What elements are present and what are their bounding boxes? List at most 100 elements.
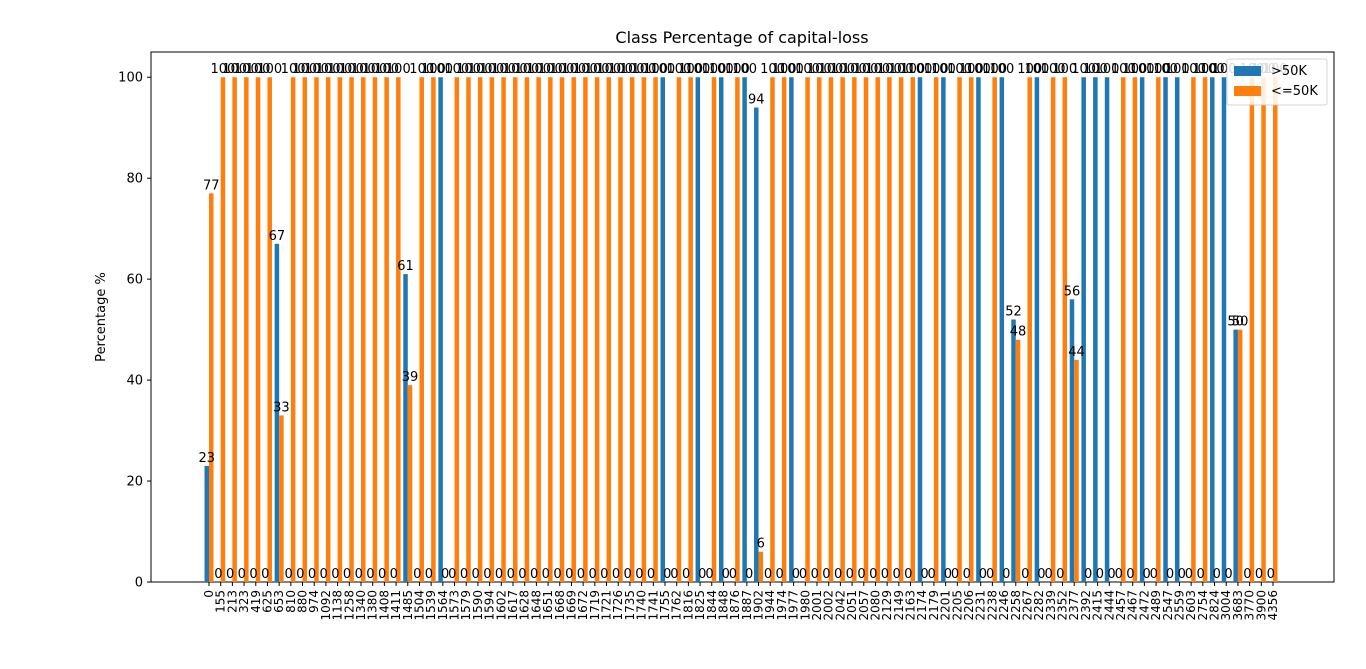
- x-tick-label: 1974: [775, 590, 789, 621]
- bar-le50k: [676, 77, 682, 582]
- bar-value-label: 0: [729, 567, 737, 582]
- x-tick-label: 2489: [1149, 590, 1163, 621]
- bar-value-label: 0: [1096, 567, 1104, 582]
- bar-value-label: 0: [822, 567, 830, 582]
- bar-value-label: 100: [316, 62, 341, 77]
- bar-value-label: 100: [650, 62, 675, 77]
- bar-value-label: 0: [846, 567, 854, 582]
- bar-value-label: 0: [495, 567, 503, 582]
- x-tick-label: 2392: [1079, 590, 1093, 621]
- bar-value-label: 56: [1064, 284, 1081, 299]
- y-tick-label: 80: [126, 172, 143, 187]
- x-tick-label: 2415: [1091, 590, 1105, 621]
- x-tick-label: 2246: [997, 590, 1011, 621]
- bar-le50k: [255, 77, 261, 582]
- bar-le50k: [513, 77, 518, 582]
- bar-value-label: 0: [1166, 567, 1174, 582]
- x-tick-label: 1755: [658, 590, 672, 621]
- bar-value-label: 100: [842, 62, 867, 77]
- bar-value-label: 77: [203, 178, 220, 193]
- bar-value-label: 0: [1150, 567, 1158, 582]
- bar-le50k: [361, 77, 366, 582]
- bar-value-label: 0: [986, 567, 994, 582]
- legend-label-gt50k: >50K: [1271, 64, 1307, 79]
- bar-value-label: 0: [565, 567, 573, 582]
- bar-gt50k: [1221, 77, 1227, 582]
- bar-le50k: [1121, 77, 1126, 582]
- bar-le50k: [1074, 359, 1079, 582]
- bar-value-label: 0: [722, 567, 730, 582]
- bar-value-label: 100: [819, 62, 844, 77]
- bar-value-label: 100: [1123, 62, 1148, 77]
- bar-le50k: [209, 193, 214, 583]
- bar-value-label: 100: [966, 62, 991, 77]
- x-tick-label: 2129: [880, 590, 894, 621]
- bar-value-label: 0: [378, 567, 386, 582]
- x-tick-label: 3900: [1254, 590, 1268, 621]
- bar-le50k: [992, 77, 997, 582]
- bar-value-label: 0: [647, 567, 655, 582]
- bar-le50k: [419, 77, 424, 582]
- bar-value-label: 61: [397, 259, 414, 274]
- bar-value-label: 0: [963, 567, 971, 582]
- x-tick-label: 1719: [588, 590, 602, 621]
- bar-value-label: 100: [608, 62, 633, 77]
- bar-gt50k: [274, 243, 280, 583]
- x-tick-label: 1408: [377, 590, 391, 621]
- bar-value-label: 100: [526, 62, 551, 77]
- bar-value-label: 100: [1017, 62, 1042, 77]
- bar-le50k: [466, 77, 471, 582]
- bar-value-label: 0: [413, 567, 421, 582]
- bar-le50k: [290, 77, 296, 582]
- bar-gt50k: [1081, 77, 1086, 582]
- bar-le50k: [758, 551, 764, 582]
- bar-value-label: 0: [214, 567, 222, 582]
- x-tick-label: 1844: [705, 590, 719, 621]
- y-tick-label: 0: [135, 576, 143, 591]
- x-tick-label: 1340: [354, 590, 368, 621]
- bar-value-label: 0: [226, 567, 234, 582]
- bar-value-label: 0: [834, 567, 842, 582]
- bar-value-label: 0: [799, 567, 807, 582]
- bar-value-label: 0: [472, 567, 480, 582]
- bar-le50k: [1237, 329, 1243, 582]
- bar-le50k: [910, 77, 916, 582]
- bar-gt50k: [1069, 299, 1075, 582]
- bar-le50k: [349, 77, 354, 582]
- bar-value-label: 0: [507, 567, 515, 582]
- x-tick-label: 1092: [319, 590, 333, 621]
- x-tick-label: 2267: [1020, 590, 1034, 621]
- x-tick-label: 2559: [1172, 590, 1186, 621]
- y-tick-label: 40: [126, 374, 143, 389]
- bar-value-label: 0: [1213, 567, 1221, 582]
- x-tick-label: 1504: [412, 590, 426, 621]
- bar-le50k: [629, 77, 635, 582]
- bar-value-label: 100: [327, 62, 352, 77]
- bar-value-label: 0: [1107, 567, 1115, 582]
- bar-value-label: 0: [483, 567, 491, 582]
- bar-le50k: [735, 77, 740, 582]
- bar-gt50k: [695, 77, 701, 582]
- bar-le50k: [524, 77, 530, 582]
- bar-le50k: [548, 77, 553, 582]
- bar-value-label: 0: [355, 567, 363, 582]
- y-tick-label: 100: [118, 71, 143, 86]
- bar-value-label: 0: [1267, 567, 1275, 582]
- x-tick-label: 1602: [494, 590, 508, 621]
- x-tick-label: 1648: [529, 590, 543, 621]
- bar-value-label: 0: [1056, 567, 1064, 582]
- bar-le50k: [653, 77, 658, 582]
- bar-value-label: 100: [678, 62, 703, 77]
- bar-le50k: [220, 77, 226, 582]
- bar-value-label: 0: [390, 567, 398, 582]
- x-tick-label: 2149: [892, 590, 906, 621]
- bar-value-label: 33: [273, 400, 290, 415]
- x-tick-label: 1848: [716, 590, 730, 621]
- x-tick-label: 323: [237, 590, 251, 613]
- bar-gt50k: [660, 77, 665, 582]
- bar-gt50k: [941, 77, 946, 582]
- bar-value-label: 0: [1243, 567, 1251, 582]
- bar-le50k: [1062, 77, 1068, 582]
- bar-value-label: 0: [320, 567, 328, 582]
